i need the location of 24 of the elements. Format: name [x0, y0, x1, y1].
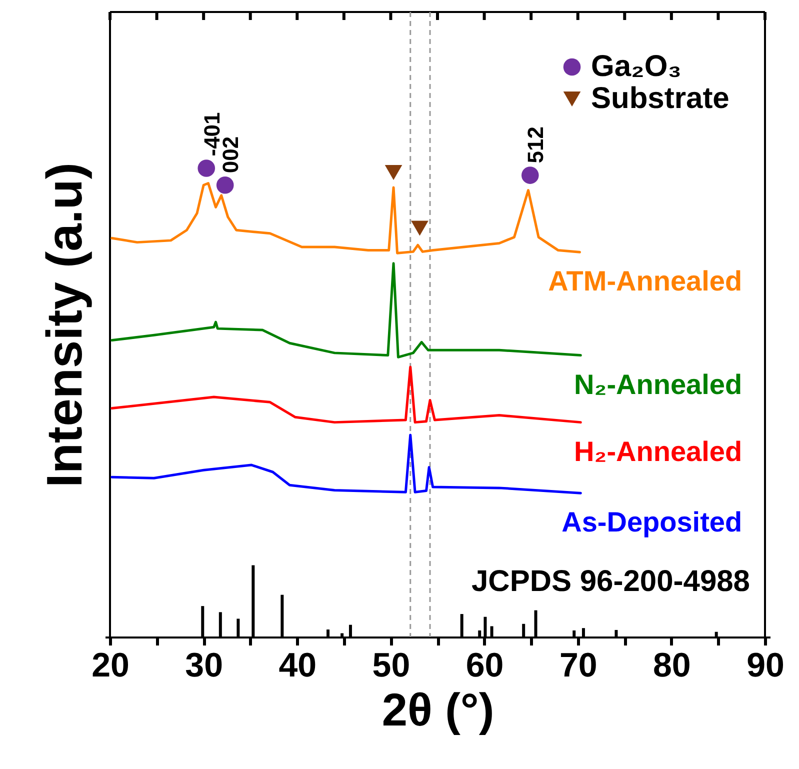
point — [216, 176, 234, 194]
series-label: As-Deposited — [562, 506, 742, 538]
point — [384, 164, 402, 180]
point — [198, 160, 216, 177]
x-tick-label: 80 — [653, 646, 691, 684]
y-axis-title: Intensity (a.u) — [36, 162, 92, 488]
x-tick-label: 60 — [466, 646, 504, 684]
annotation: 002 — [218, 136, 244, 174]
series-label: N₂-Annealed — [574, 368, 742, 400]
x-tick-label: 70 — [559, 646, 598, 684]
annotation: JCPDS 96-200-4988 — [471, 565, 750, 598]
x-tick-label: 20 — [92, 646, 130, 684]
legend-label: Ga₂O₃ — [591, 50, 682, 83]
x-tick-label: 50 — [372, 646, 410, 684]
x-tick-label: 30 — [185, 646, 223, 684]
series-label: ATM-Annealed — [548, 266, 742, 297]
x-tick-label: 40 — [278, 646, 317, 684]
x-axis-title: 2θ (°) — [382, 684, 494, 736]
point — [521, 166, 539, 184]
annotation: 512 — [523, 126, 548, 164]
point — [411, 220, 428, 236]
series-label: H₂-Annealed — [574, 436, 742, 467]
legend-label: Substrate — [591, 82, 730, 115]
x-tick-label: 90 — [746, 646, 784, 684]
